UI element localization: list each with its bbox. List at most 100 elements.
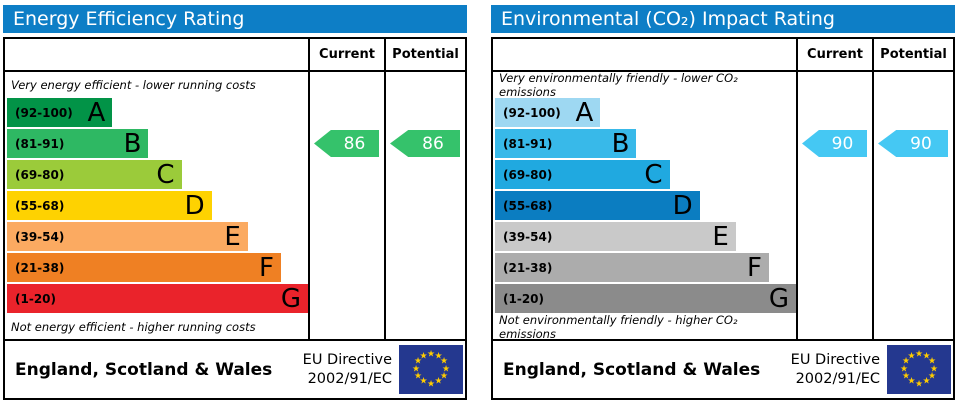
band-row-g: (1-20) G [495,284,796,313]
eu-star-icon: ★ [434,376,443,387]
eu-flag: ★ ★ ★ ★ ★ ★ ★ ★ ★ ★ ★ ★ [399,345,463,394]
environmental-title-bar: Environmental (CO₂) Impact Rating [491,5,955,33]
energy-rating-table: Current Potential Very energy efficient … [3,37,467,400]
band-range-label: (81-91) [503,136,553,151]
table-footer: England, Scotland & Wales EU Directive 2… [493,339,953,398]
band-letter: C [644,159,663,190]
potential-rating-value: 90 [910,133,932,154]
band-range-label: (92-100) [15,105,73,120]
table-body: Very energy efficient - lower running co… [5,72,465,339]
band-letter: E [224,221,241,252]
eu-directive-line1: EU Directive [302,351,392,368]
eu-star-icon: ★ [411,364,421,374]
band-range-label: (55-68) [15,198,65,213]
eu-directive-line2: 2002/91/EC [307,370,392,387]
band-row-c: (69-80) C [7,160,182,189]
band-range-label: (1-20) [503,291,544,306]
eu-star-icon: ★ [419,376,428,387]
band-letter: B [123,128,142,159]
band-range-label: (92-100) [503,105,561,120]
eu-star-icon: ★ [426,349,436,359]
energy-title-bar: Energy Efficiency Rating [3,5,467,33]
eu-star-icon: ★ [899,364,909,374]
potential-column: 90 [874,72,953,339]
bands-header-cell [5,39,310,70]
top-note: Very energy efficient - lower running co… [11,78,256,92]
band-row-g: (1-20) G [7,284,308,313]
current-column-header: Current [310,39,386,70]
eu-star-icon: ★ [901,371,911,382]
eu-star-icon: ★ [927,356,937,367]
eu-star-icon: ★ [413,371,423,382]
bands-header-cell [493,39,798,70]
band-row-d: (55-68) D [7,191,212,220]
band-range-label: (21-38) [15,260,65,275]
eu-star-icon: ★ [434,351,443,361]
panel-title: Environmental (CO₂) Impact Rating [501,8,835,30]
region-label: England, Scotland & Wales [503,359,761,380]
region-label: England, Scotland & Wales [15,359,273,380]
band-letter: C [156,159,175,190]
band-letter: D [184,190,205,221]
table-footer: England, Scotland & Wales EU Directive 2… [5,339,465,398]
potential-column-header: Potential [880,47,947,62]
band-range-label: (55-68) [503,198,553,213]
eu-star-icon: ★ [929,364,939,374]
eu-star-icon: ★ [419,351,428,361]
eu-star-icon: ★ [426,379,436,389]
band-range-label: (39-54) [503,229,553,244]
current-rating-value: 86 [343,133,366,154]
band-range-label: (39-54) [15,229,65,244]
current-rating-arrow: 86 [314,130,379,157]
environmental-rating-table: Current Potential Very environmentally f… [491,37,955,400]
eu-star-icon: ★ [413,356,423,367]
band-row-f: (21-38) F [7,253,281,282]
band-row-e: (39-54) E [495,222,736,251]
band-letter: E [712,221,729,252]
current-rating-value: 90 [831,133,854,154]
energy-efficiency-panel: Energy Efficiency Rating Current Potenti… [3,5,467,404]
eu-star-icon: ★ [907,351,916,361]
eu-star-icon: ★ [907,376,916,387]
band-range-label: (81-91) [15,136,65,151]
table-body: Very environmentally friendly - lower CO… [493,72,953,339]
eu-star-icon: ★ [922,351,931,361]
band-letter: F [258,252,274,283]
band-range-label: (69-80) [503,167,553,182]
current-column: 86 [310,72,386,339]
band-letter: A [87,97,106,128]
eu-star-icon: ★ [901,356,911,367]
band-row-e: (39-54) E [7,222,248,251]
band-range-label: (1-20) [15,291,56,306]
band-letter: F [746,252,762,283]
band-range-label: (69-80) [15,167,65,182]
bottom-note: Not environmentally friendly - higher CO… [499,313,738,339]
band-row-c: (69-80) C [495,160,670,189]
eu-directive-line1: EU Directive [790,351,880,368]
panel-title: Energy Efficiency Rating [13,8,245,30]
band-row-b: (81-91) B [495,128,637,159]
eu-directive-line2: 2002/91/EC [795,370,880,387]
eu-directive-label: EU Directive 2002/91/EC [791,351,880,389]
eu-directive-label: EU Directive 2002/91/EC [303,351,392,389]
bands-area: Very environmentally friendly - lower CO… [493,72,798,339]
eu-star-icon: ★ [439,356,449,367]
potential-rating-value: 86 [422,133,444,154]
eu-star-icon: ★ [439,371,449,382]
environmental-impact-panel: Environmental (CO₂) Impact Rating Curren… [491,5,955,404]
potential-column-header: Potential [392,47,459,62]
band-letter: A [575,97,594,128]
bands-area: Very energy efficient - lower running co… [5,72,310,339]
band-letter: D [672,190,693,221]
eu-star-icon: ★ [927,371,937,382]
current-column: 90 [798,72,874,339]
potential-column: 86 [386,72,465,339]
band-letter: G [768,283,789,314]
top-note: Very environmentally friendly - lower CO… [499,72,738,99]
band-letter: B [611,128,630,159]
eu-flag: ★ ★ ★ ★ ★ ★ ★ ★ ★ ★ ★ ★ [887,345,951,394]
band-row-b: (81-91) B [7,128,149,159]
band-row-d: (55-68) D [495,191,700,220]
current-column-header: Current [798,39,874,70]
